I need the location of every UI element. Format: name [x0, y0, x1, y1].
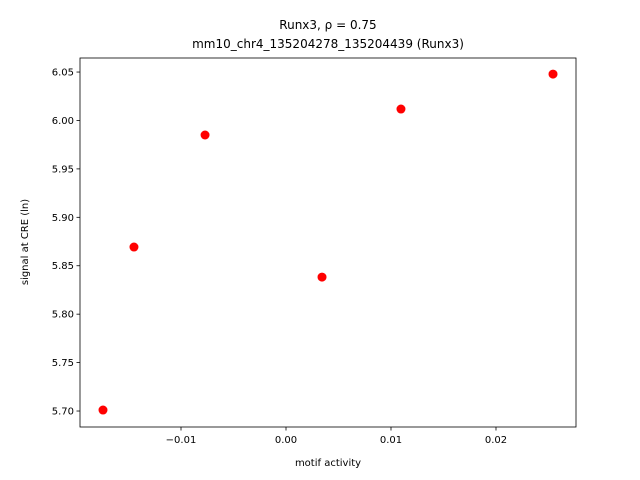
y-tick-label: 5.95	[52, 164, 74, 175]
point	[317, 272, 327, 282]
plot-frame	[79, 57, 577, 428]
x-tick-label: 0.02	[485, 435, 507, 446]
point	[200, 130, 210, 140]
x-axis-label: motif activity	[295, 458, 361, 469]
y-tick-label: 5.70	[52, 407, 74, 418]
y-axis-label: signal at CRE (ln)	[20, 199, 31, 285]
point	[396, 104, 406, 114]
x-tick-label: 0.00	[275, 435, 297, 446]
chart-subtitle: mm10_chr4_135204278_135204439 (Runx3)	[192, 37, 464, 51]
y-tick-label: 5.85	[52, 261, 74, 272]
point	[548, 69, 558, 79]
y-tick-label: 5.90	[52, 213, 74, 224]
y-tick-label: 5.75	[52, 358, 74, 369]
y-tick-label: 6.05	[52, 68, 74, 79]
point	[98, 405, 108, 415]
chart-title: Runx3, ρ = 0.75	[279, 18, 376, 32]
y-tick-label: 6.00	[52, 116, 74, 127]
point	[129, 242, 139, 252]
y-tick-label: 5.80	[52, 310, 74, 321]
x-tick-label: 0.01	[380, 435, 402, 446]
x-tick-label: −0.01	[166, 435, 197, 446]
